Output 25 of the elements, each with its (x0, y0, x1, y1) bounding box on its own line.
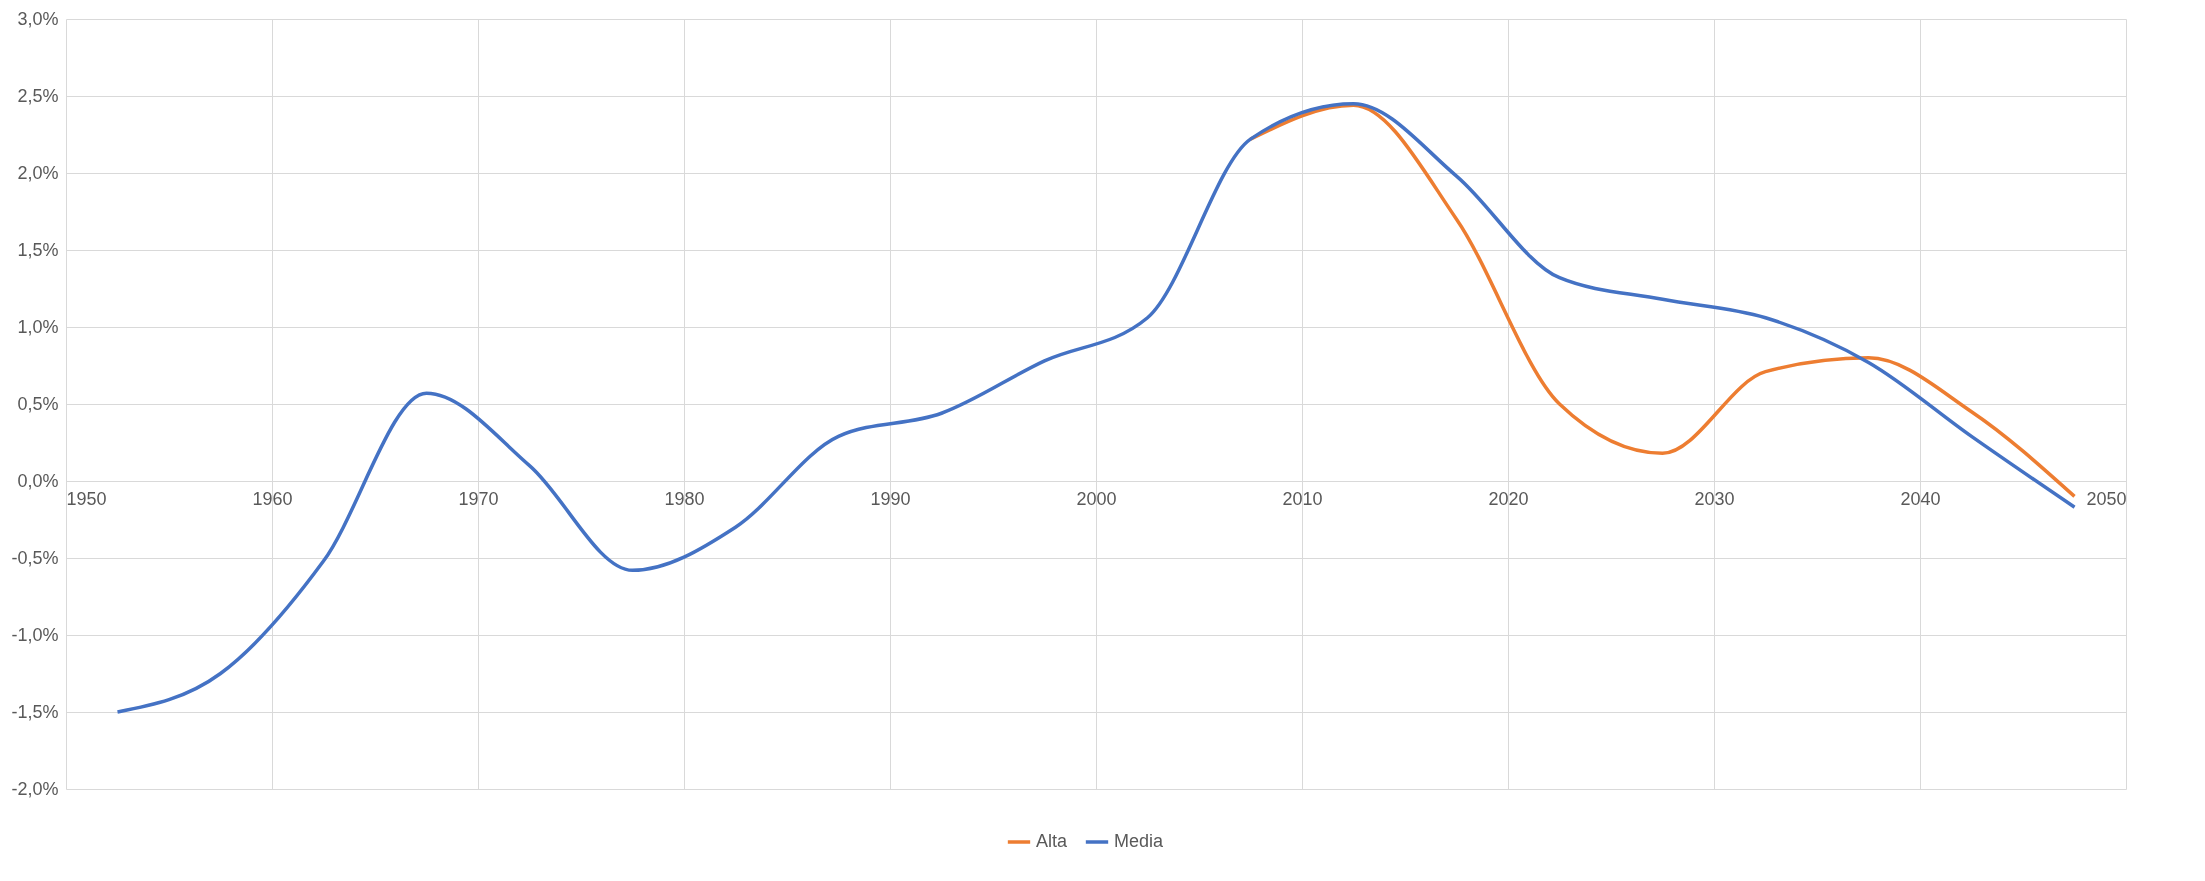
x-tick-label: 1950 (66, 488, 107, 509)
x-tick-label: 2040 (1900, 488, 1941, 509)
y-tick-label: -0,5% (11, 547, 59, 568)
y-tick-label: -2,0% (11, 778, 59, 799)
y-tick-label: 1,5% (17, 239, 59, 260)
x-tick-label: 2030 (1694, 488, 1735, 509)
y-tick-label: 0,5% (17, 393, 59, 414)
x-tick-label: 2010 (1282, 488, 1323, 509)
y-tick-label: 1,0% (17, 316, 59, 337)
y-tick-label: 0,0% (17, 470, 59, 491)
y-tick-label: 3,0% (17, 8, 59, 29)
x-tick-label: 2050 (2086, 488, 2127, 509)
y-tick-label: -1,5% (11, 701, 59, 722)
line-series (115, 101, 2077, 714)
x-tick-label: 2000 (1076, 488, 1117, 509)
y-tick-label: -1,0% (11, 624, 59, 645)
x-tick-label: 1970 (458, 488, 499, 509)
x-tick-label: 1960 (252, 488, 293, 509)
legend-label: Media (1114, 831, 1165, 851)
y-tick-label: 2,0% (17, 162, 59, 183)
x-tick-label: 2020 (1488, 488, 1529, 509)
x-tick-label: 1990 (870, 488, 911, 509)
x-tick-label: 1980 (664, 488, 705, 509)
y-tick-label: 2,5% (17, 85, 59, 106)
legend-label: Alta (1036, 831, 1069, 851)
